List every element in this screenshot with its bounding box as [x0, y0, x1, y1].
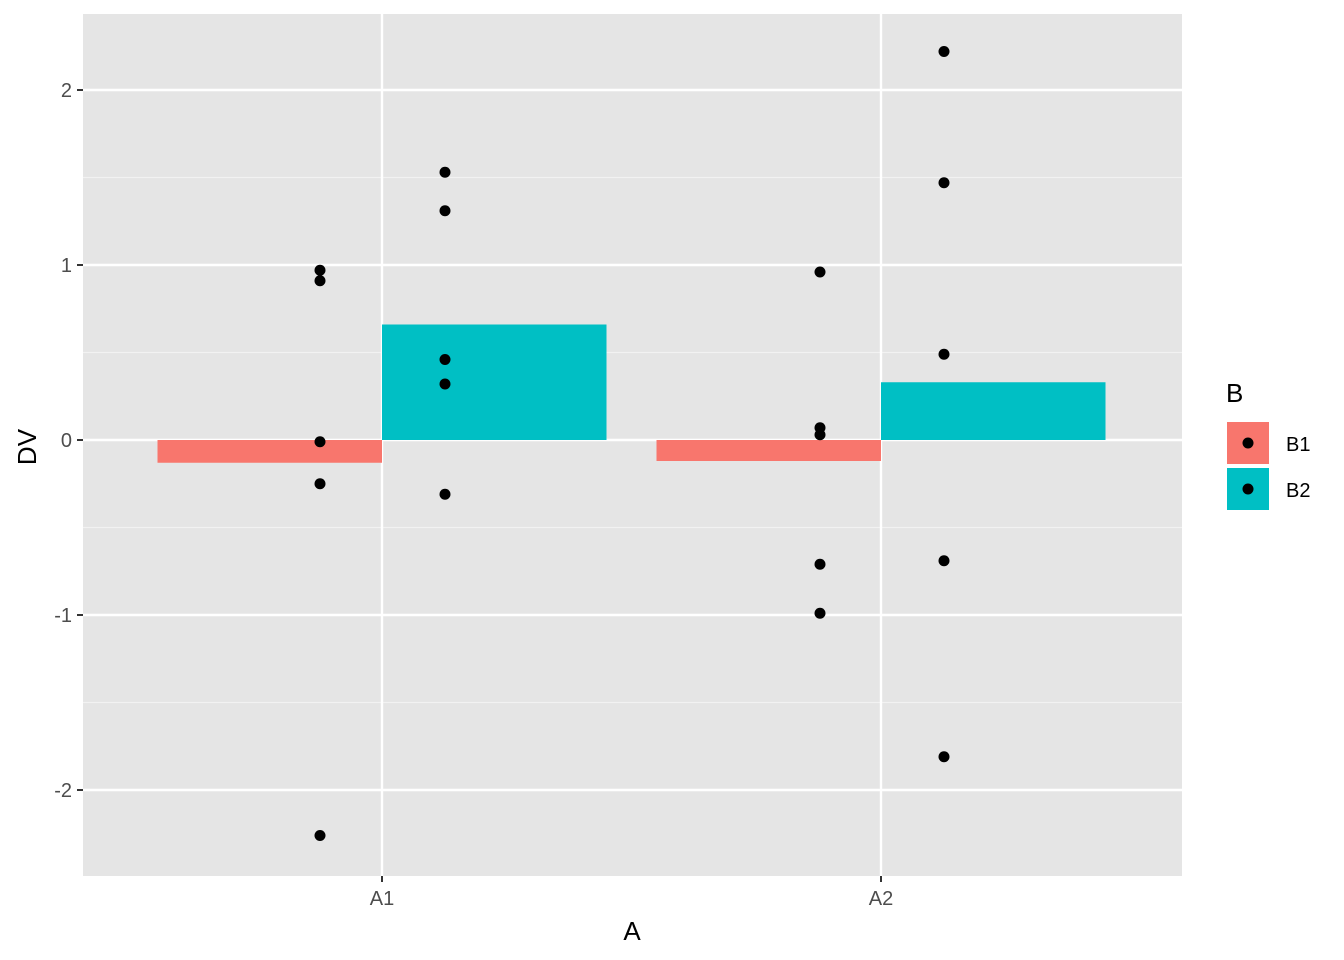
data-point	[439, 488, 451, 500]
axes: -2 -1 0 1 2 A1 A2	[54, 80, 893, 910]
data-point	[314, 436, 326, 448]
minor-gridlines	[83, 176, 1182, 704]
legend-point-icon	[1242, 483, 1254, 495]
x-tick-label: A2	[869, 888, 893, 910]
bar-b2-a1	[382, 324, 607, 440]
bars	[157, 324, 1106, 463]
data-point	[314, 478, 326, 490]
y-tick-label: -1	[54, 605, 72, 627]
legend-label-b1: B1	[1286, 434, 1310, 456]
data-point	[439, 166, 451, 178]
legend: B B1 B2	[1225, 378, 1310, 512]
data-point	[814, 266, 826, 278]
data-point	[314, 830, 326, 841]
data-points	[314, 46, 950, 841]
data-point	[439, 354, 451, 365]
legend-title: B	[1226, 378, 1243, 408]
data-point	[938, 751, 950, 763]
legend-point-icon	[1242, 437, 1254, 449]
data-point	[938, 46, 950, 57]
x-tick-label: A1	[370, 888, 394, 910]
data-point	[814, 429, 826, 441]
data-point	[938, 177, 950, 189]
data-point	[814, 607, 826, 619]
data-point	[814, 558, 826, 570]
data-point	[314, 275, 326, 287]
legend-entries: B1 B2	[1225, 420, 1310, 512]
y-tick-label: -2	[54, 780, 72, 802]
data-point	[439, 378, 451, 390]
x-axis-title: A	[623, 916, 641, 946]
data-point	[314, 264, 326, 276]
bar-b2-a2	[881, 382, 1106, 440]
bar-b1-a1	[157, 440, 382, 463]
bar-b1-a2	[656, 440, 881, 461]
data-point	[938, 348, 950, 360]
y-tick-label: 2	[61, 80, 72, 102]
data-point	[938, 555, 950, 567]
y-axis-title: DV	[12, 428, 42, 465]
data-point	[439, 205, 451, 217]
y-tick-label: 0	[61, 430, 72, 452]
y-tick-label: 1	[61, 255, 72, 277]
legend-label-b2: B2	[1286, 480, 1310, 502]
